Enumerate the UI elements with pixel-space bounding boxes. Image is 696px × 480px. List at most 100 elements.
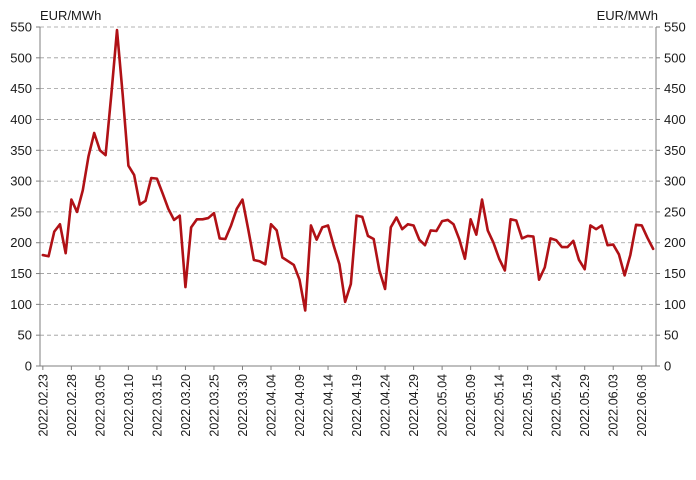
right-y-axis-ticks: 0 50 100 150 200 250 300 350 400 450 500 550	[656, 20, 686, 374]
price-point	[213, 212, 215, 215]
right-unit-label: EUR/MWh	[597, 8, 658, 23]
price-point	[321, 226, 324, 229]
x-tick-label: 2022.05.19	[521, 374, 535, 437]
price-point	[310, 224, 312, 227]
price-point	[59, 223, 61, 226]
x-tick-label: 2022.03.10	[122, 374, 136, 437]
price-point	[230, 224, 232, 227]
price-point	[441, 220, 444, 223]
price-point	[521, 237, 523, 240]
price-point	[367, 235, 369, 237]
price-point	[173, 219, 175, 221]
x-tick-label: 2022.03.30	[236, 374, 250, 437]
price-point	[315, 238, 318, 241]
price-point	[116, 29, 118, 31]
x-axis-ticks: 2022.02.23 2022.02.28 2022.03.05 2022.03.10…	[36, 366, 649, 437]
right-tick-label: 100	[664, 297, 686, 312]
price-point	[549, 237, 552, 240]
price-point	[589, 224, 592, 227]
price-point	[252, 259, 255, 261]
price-point	[424, 244, 426, 247]
x-tick-label: 2022.03.15	[150, 374, 164, 437]
price-point	[560, 246, 563, 248]
price-point	[503, 269, 506, 272]
left-y-axis-ticks: 0 50 100 150 200 250 300 350 400 450 500 550	[10, 20, 40, 374]
left-tick-label: 550	[10, 20, 32, 35]
price-point	[429, 229, 432, 232]
price-point	[41, 254, 44, 256]
price-point	[178, 214, 181, 217]
price-point	[121, 93, 124, 96]
price-point	[492, 241, 495, 244]
price-point	[406, 223, 409, 226]
price-point	[287, 260, 290, 263]
price-point	[292, 264, 295, 266]
right-tick-label: 0	[664, 359, 671, 374]
price-point	[87, 155, 90, 158]
price-point	[378, 269, 381, 272]
price-point	[110, 93, 113, 96]
left-tick-label: 50	[18, 328, 32, 343]
price-point	[635, 223, 637, 226]
price-point	[195, 218, 198, 221]
price-series-line	[41, 28, 655, 312]
price-point	[207, 217, 210, 219]
right-tick-label: 400	[664, 112, 686, 127]
price-point	[555, 239, 558, 242]
price-point	[566, 246, 569, 248]
price-point	[401, 228, 404, 231]
right-tick-label: 50	[664, 328, 678, 343]
right-tick-label: 550	[664, 20, 686, 35]
x-tick-label: 2022.05.29	[578, 374, 592, 437]
price-point	[538, 278, 540, 281]
price-point	[133, 174, 136, 176]
x-tick-label: 2022.06.03	[607, 374, 621, 437]
price-point	[509, 218, 512, 221]
price-point	[76, 211, 78, 213]
x-tick-label: 2022.02.28	[65, 374, 79, 437]
axes	[39, 27, 657, 367]
price-point	[344, 301, 347, 303]
price-point	[201, 218, 204, 221]
price-point	[572, 239, 575, 242]
left-unit-label: EUR/MWh	[40, 8, 101, 23]
price-point	[486, 229, 489, 232]
left-tick-label: 100	[10, 297, 32, 312]
right-tick-label: 150	[664, 266, 686, 281]
price-point	[361, 215, 364, 218]
price-point	[53, 230, 56, 233]
x-tick-label: 2022.05.14	[493, 374, 507, 437]
price-point	[578, 259, 580, 261]
left-tick-label: 250	[10, 204, 32, 219]
price-point	[543, 266, 546, 269]
price-point	[475, 233, 478, 236]
price-point	[372, 238, 375, 240]
price-point	[646, 236, 649, 239]
right-tick-label: 250	[664, 204, 686, 219]
price-point	[327, 224, 329, 227]
price-point	[184, 286, 187, 289]
x-tick-label: 2022.02.23	[36, 374, 50, 437]
price-point	[258, 260, 261, 263]
price-point	[138, 203, 141, 206]
left-tick-label: 400	[10, 112, 32, 127]
price-point	[464, 257, 466, 260]
price-point	[583, 268, 586, 271]
right-tick-label: 450	[664, 81, 686, 96]
price-point	[452, 223, 455, 226]
x-tick-label: 2022.04.19	[350, 374, 364, 437]
gridlines	[40, 26, 656, 336]
price-point	[338, 263, 341, 266]
x-tick-label: 2022.04.29	[407, 374, 421, 437]
price-point	[526, 235, 529, 237]
price-point	[532, 235, 535, 238]
price-point	[515, 219, 518, 222]
right-tick-label: 300	[664, 174, 686, 189]
left-tick-label: 300	[10, 174, 32, 189]
price-point	[629, 254, 632, 256]
price-point	[275, 229, 278, 232]
x-tick-label: 2022.05.09	[464, 374, 478, 437]
price-point	[412, 224, 415, 227]
price-point	[218, 237, 221, 240]
